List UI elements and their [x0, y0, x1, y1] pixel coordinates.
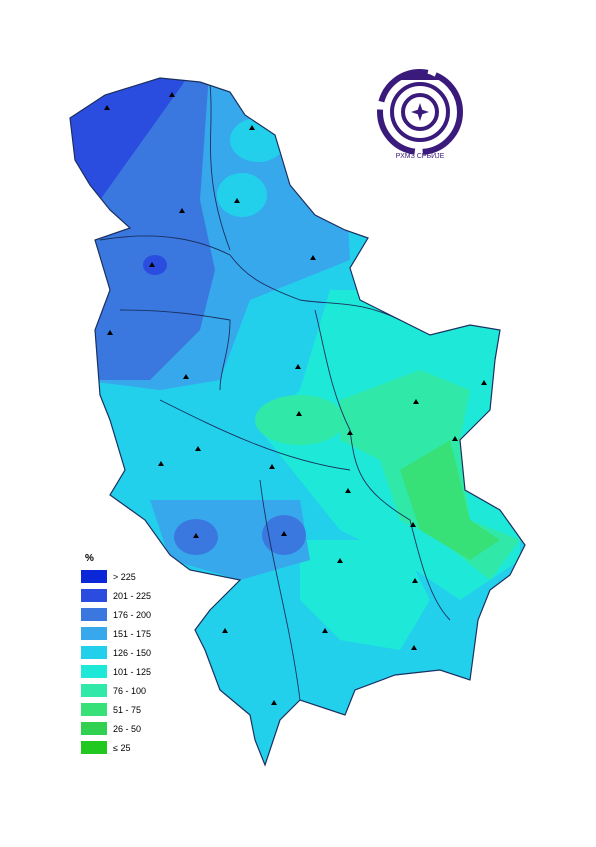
logo-text: РХМЗ СРБИЈЕ — [396, 153, 445, 160]
legend-label: 201 - 225 — [113, 591, 151, 601]
legend-swatch — [81, 570, 107, 583]
legend-swatch — [81, 608, 107, 621]
legend-swatch — [81, 627, 107, 640]
legend-label: 151 - 175 — [113, 629, 151, 639]
legend-label: 101 - 125 — [113, 667, 151, 677]
legend-swatch — [81, 722, 107, 735]
legend-swatch — [81, 646, 107, 659]
legend-title: % — [85, 553, 94, 564]
legend-label: 176 - 200 — [113, 610, 151, 620]
legend: % > 225 201 - 225 176 - 200 151 - 175 126 - … — [81, 553, 151, 754]
legend-swatch — [81, 589, 107, 602]
border — [69, 77, 526, 767]
legend-label: 126 - 150 — [113, 648, 151, 658]
legend-label: ≤ 25 — [113, 743, 130, 753]
logo: РХМЗ СРБИЈЕ — [377, 69, 463, 160]
legend-swatch — [81, 684, 107, 697]
legend-label: 51 - 75 — [113, 705, 141, 715]
legend-swatch — [81, 703, 107, 716]
legend-label: 26 - 50 — [113, 724, 141, 734]
legend-label: 76 - 100 — [113, 686, 146, 696]
legend-swatch — [81, 665, 107, 678]
stations — [104, 92, 487, 705]
legend-swatch — [81, 741, 107, 754]
rivers — [99, 84, 451, 701]
legend-label: > 225 — [113, 572, 136, 582]
